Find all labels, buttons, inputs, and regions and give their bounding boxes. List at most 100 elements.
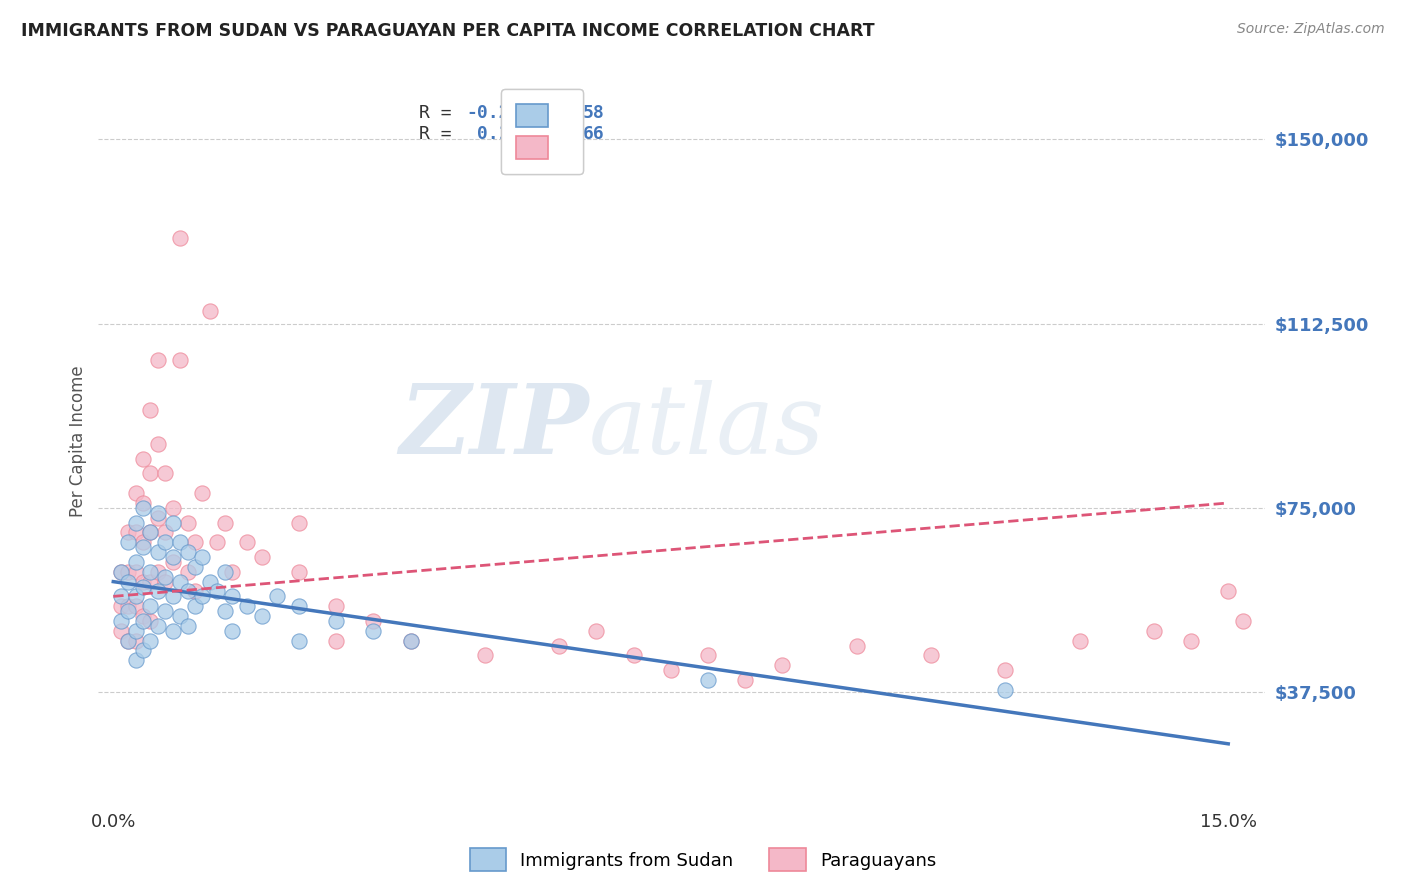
Point bbox=[162, 516, 184, 530]
Point bbox=[214, 604, 236, 618]
Point bbox=[191, 590, 214, 604]
Point bbox=[110, 614, 132, 628]
Point bbox=[162, 555, 184, 569]
Point bbox=[198, 574, 221, 589]
Point bbox=[146, 353, 169, 368]
Point bbox=[221, 624, 243, 638]
Point bbox=[124, 590, 146, 604]
Text: 66: 66 bbox=[582, 126, 605, 144]
Point bbox=[132, 574, 155, 589]
Point bbox=[110, 590, 132, 604]
Point bbox=[117, 599, 139, 614]
Point bbox=[132, 614, 155, 628]
Point bbox=[325, 633, 347, 648]
Point bbox=[124, 633, 146, 648]
Text: Source: ZipAtlas.com: Source: ZipAtlas.com bbox=[1237, 22, 1385, 37]
Point bbox=[169, 353, 191, 368]
Point bbox=[139, 574, 162, 589]
Point bbox=[124, 555, 146, 569]
Point bbox=[146, 565, 169, 579]
Point bbox=[124, 565, 146, 579]
Point bbox=[155, 574, 177, 589]
Point bbox=[176, 619, 198, 633]
Point bbox=[214, 516, 236, 530]
Point bbox=[124, 516, 146, 530]
Point bbox=[169, 230, 191, 244]
Point bbox=[288, 633, 311, 648]
Point bbox=[734, 673, 756, 687]
Point bbox=[146, 510, 169, 524]
Point bbox=[132, 580, 155, 594]
Point bbox=[146, 437, 169, 451]
Point bbox=[191, 486, 214, 500]
Point bbox=[697, 673, 720, 687]
Point bbox=[132, 535, 155, 549]
Point bbox=[1143, 624, 1166, 638]
Point bbox=[845, 639, 868, 653]
Text: IMMIGRANTS FROM SUDAN VS PARAGUAYAN PER CAPITA INCOME CORRELATION CHART: IMMIGRANTS FROM SUDAN VS PARAGUAYAN PER … bbox=[21, 22, 875, 40]
Text: R =: R = bbox=[419, 126, 463, 144]
Point bbox=[117, 633, 139, 648]
Point bbox=[198, 304, 221, 318]
Point bbox=[117, 574, 139, 589]
Point bbox=[176, 545, 198, 559]
Point bbox=[162, 500, 184, 515]
Point bbox=[325, 614, 347, 628]
Point bbox=[221, 565, 243, 579]
Point bbox=[236, 535, 259, 549]
Point bbox=[146, 584, 169, 599]
Point bbox=[132, 540, 155, 554]
Point bbox=[474, 648, 496, 663]
Point bbox=[176, 584, 198, 599]
Point bbox=[117, 535, 139, 549]
Point bbox=[110, 565, 132, 579]
Point bbox=[139, 565, 162, 579]
Point bbox=[399, 633, 422, 648]
Point bbox=[399, 633, 422, 648]
Point bbox=[110, 565, 132, 579]
Point bbox=[659, 663, 682, 677]
Point bbox=[132, 609, 155, 624]
Point bbox=[139, 525, 162, 540]
Point bbox=[221, 590, 243, 604]
Point bbox=[124, 624, 146, 638]
Point bbox=[124, 486, 146, 500]
Point bbox=[139, 467, 162, 481]
Point bbox=[146, 619, 169, 633]
Point bbox=[169, 609, 191, 624]
Point bbox=[110, 599, 132, 614]
Point bbox=[155, 570, 177, 584]
Text: 58: 58 bbox=[582, 103, 605, 122]
Point bbox=[214, 565, 236, 579]
Point bbox=[169, 535, 191, 549]
Legend: Immigrants from Sudan, Paraguayans: Immigrants from Sudan, Paraguayans bbox=[463, 841, 943, 879]
Point bbox=[146, 545, 169, 559]
Point bbox=[124, 653, 146, 667]
Point bbox=[288, 599, 311, 614]
Point bbox=[139, 525, 162, 540]
Point bbox=[236, 599, 259, 614]
Point bbox=[184, 560, 207, 574]
Point bbox=[207, 535, 229, 549]
Point bbox=[585, 624, 607, 638]
Point bbox=[162, 549, 184, 564]
Point bbox=[1180, 633, 1202, 648]
Point bbox=[250, 609, 273, 624]
Point bbox=[176, 565, 198, 579]
Point bbox=[184, 599, 207, 614]
Point bbox=[155, 604, 177, 618]
Point bbox=[994, 682, 1017, 697]
Point bbox=[207, 584, 229, 599]
Text: atlas: atlas bbox=[589, 380, 825, 474]
Point bbox=[146, 506, 169, 520]
Point bbox=[288, 565, 311, 579]
Point bbox=[697, 648, 720, 663]
Point bbox=[266, 590, 288, 604]
Point bbox=[132, 496, 155, 510]
Point bbox=[110, 624, 132, 638]
Point bbox=[176, 516, 198, 530]
Point bbox=[1218, 584, 1240, 599]
Point bbox=[139, 633, 162, 648]
Point bbox=[1232, 614, 1254, 628]
Point bbox=[994, 663, 1017, 677]
